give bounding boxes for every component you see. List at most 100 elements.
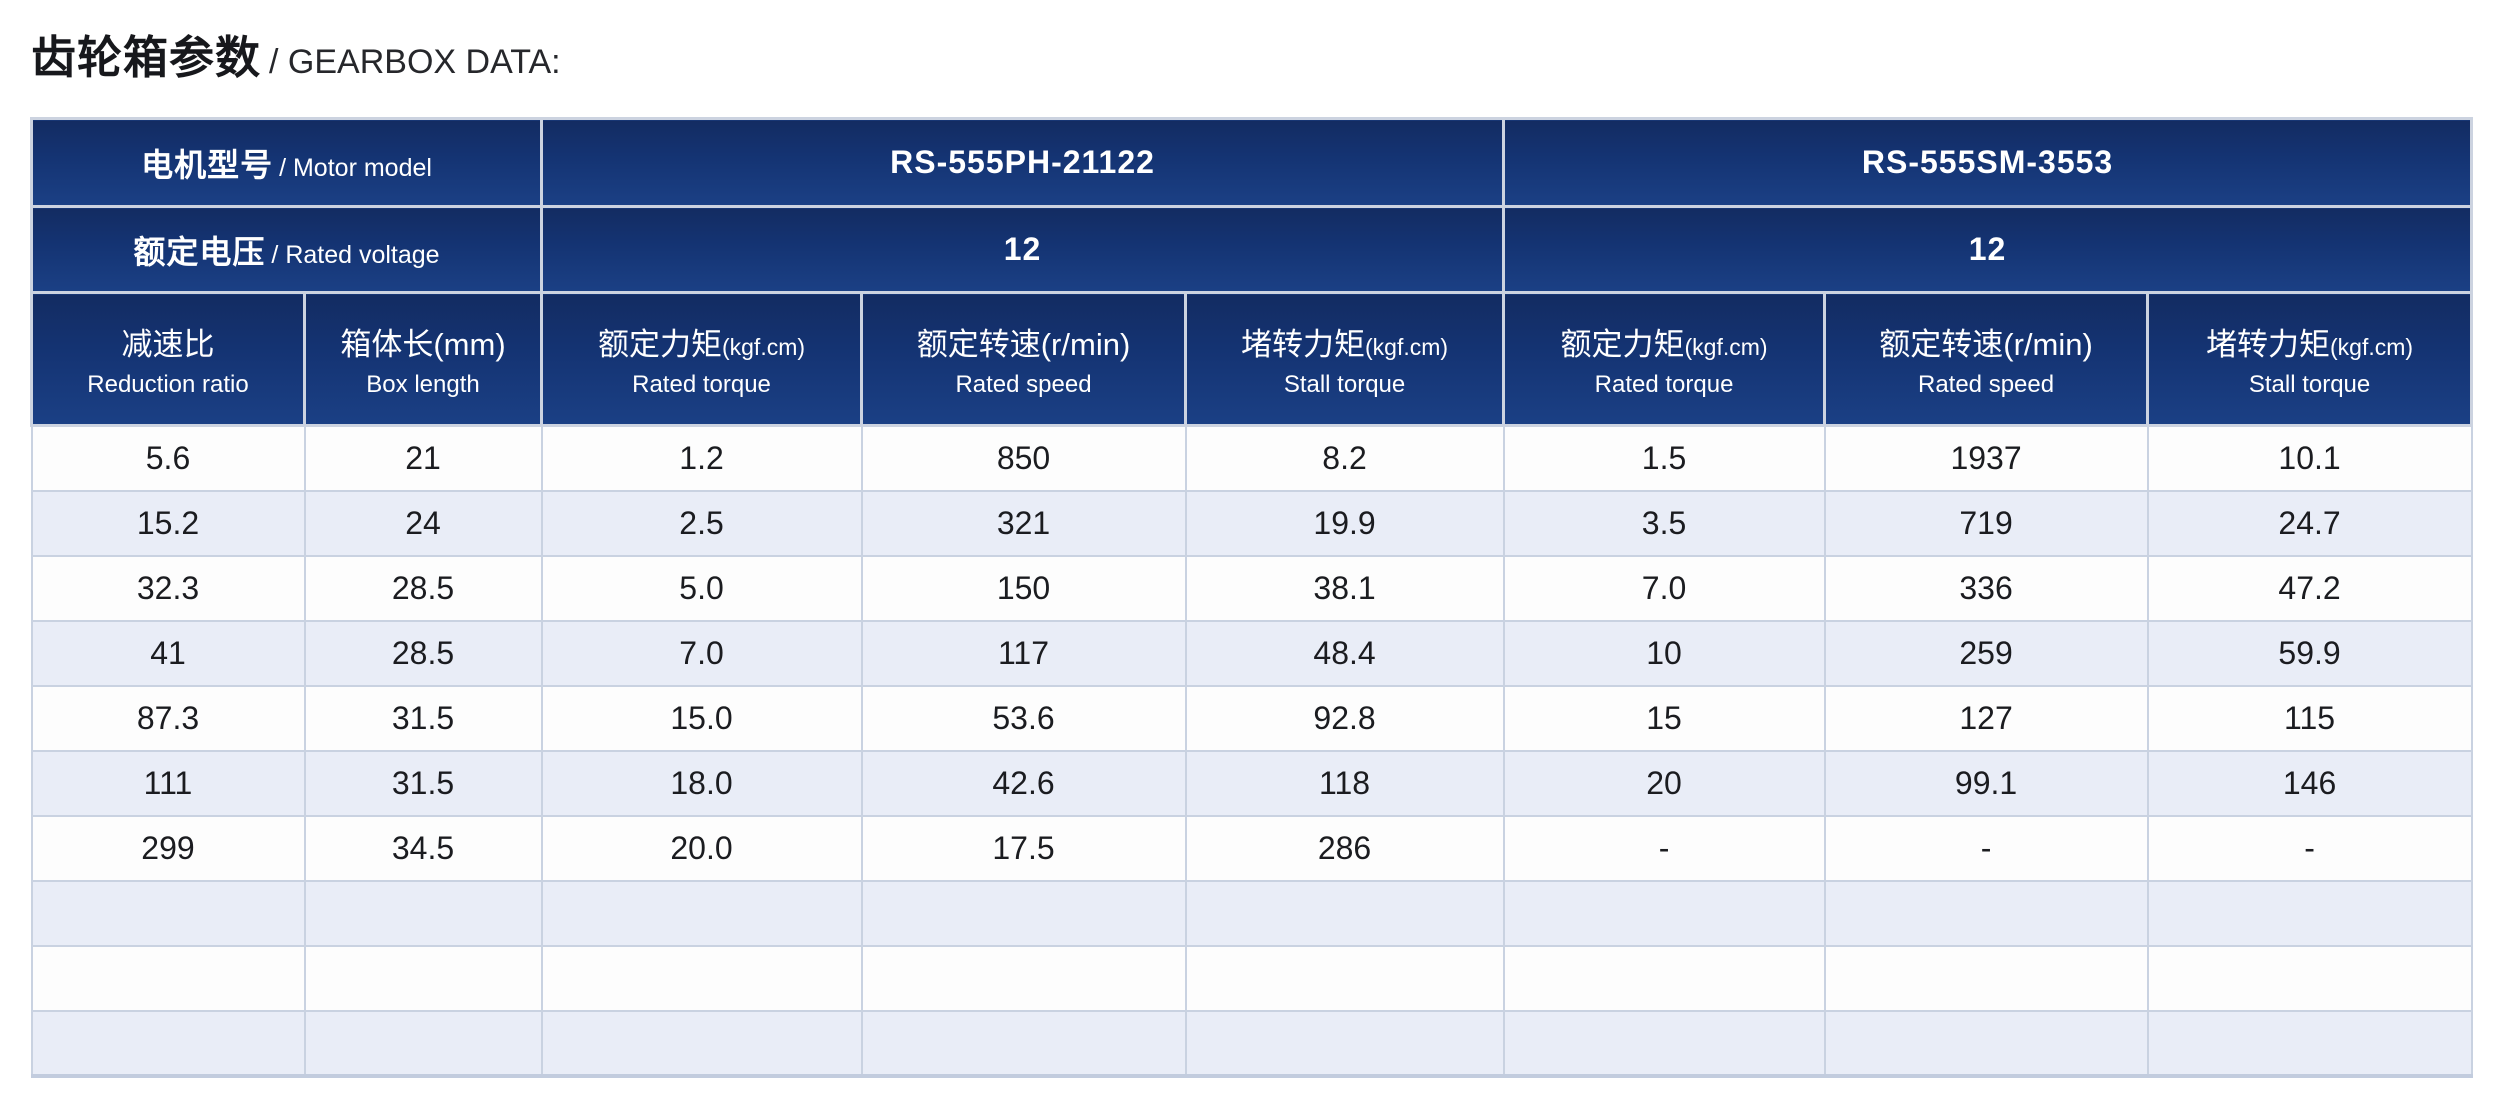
- table-cell: [1823, 944, 2149, 1012]
- table-cell: 299: [30, 814, 306, 882]
- table-cell: [2146, 879, 2473, 947]
- table-cell: 118: [1184, 749, 1505, 817]
- column-cn: 额定力矩: [597, 327, 722, 362]
- table-cell: [540, 879, 863, 947]
- table-cell: [1184, 879, 1505, 947]
- table-cell: [1184, 944, 1505, 1012]
- column-en: Rated speed: [955, 371, 1092, 398]
- column-en: Stall torque: [2248, 371, 2371, 398]
- table-cell: -: [1823, 814, 2149, 882]
- table-cell: 42.6: [860, 749, 1187, 817]
- table-cell: 59.9: [2146, 619, 2473, 687]
- table-cell: [1184, 1009, 1505, 1078]
- table-cell: 15.2: [30, 489, 306, 557]
- table-cell: 53.6: [860, 684, 1187, 752]
- table-cell: 21: [303, 424, 543, 492]
- page-title: 齿轮箱参数 / GEARBOX DATA:: [31, 21, 561, 86]
- table-cell: 15: [1502, 684, 1826, 752]
- table-row: 87.3 31.5 15.0 53.6 92.8 15 127 115: [30, 684, 2473, 752]
- table-cell: 321: [860, 489, 1187, 557]
- table-row: 299 34.5 20.0 17.5 286 - - -: [30, 814, 2473, 882]
- table-body: 5.6 21 1.2 850 8.2 1.5 1937 10.1 15.2 24…: [30, 424, 2473, 1078]
- table-cell: 150: [860, 554, 1187, 622]
- column-header-rated-torque-2: 额定力矩(kgf.cm) Rated torque: [1502, 291, 1827, 427]
- column-unit: (kgf.cm): [721, 334, 806, 360]
- motor-model-label: 电机型号 / Motor model: [29, 117, 544, 208]
- page-title-cn: 齿轮箱参数: [31, 32, 262, 83]
- column-header-box-length: 箱体长(mm) Box length: [302, 291, 544, 427]
- column-unit: (kgf.cm): [1365, 334, 1449, 360]
- table-cell: [2146, 944, 2473, 1012]
- column-en: Rated torque: [632, 371, 771, 398]
- table-cell: 28.5: [303, 554, 543, 622]
- table-cell: 259: [1823, 619, 2149, 687]
- table-row: 15.2 24 2.5 321 19.9 3.5 719 24.7: [30, 489, 2473, 557]
- table-cell: 38.1: [1184, 554, 1505, 622]
- rated-voltage-row: 额定电压 / Rated voltage 12 12: [29, 205, 2474, 294]
- table-cell: 5.0: [540, 554, 863, 622]
- table-cell: 20.0: [540, 814, 863, 882]
- table-row: 41 28.5 7.0 117 48.4 10 259 59.9: [30, 619, 2473, 687]
- table-cell: 17.5: [860, 814, 1187, 882]
- table-cell: [1502, 1009, 1826, 1078]
- table-cell: 115: [2146, 684, 2473, 752]
- table-cell: [303, 944, 543, 1012]
- table-cell: 8.2: [1184, 424, 1505, 492]
- table-header: 电机型号 / Motor model RS-555PH-21122 RS-555S…: [29, 117, 2474, 427]
- table-cell: 41: [30, 619, 306, 687]
- table-cell: 48.4: [1184, 619, 1505, 687]
- column-cn: 减速比: [121, 327, 215, 362]
- rated-voltage-label-cn: 额定电压: [133, 233, 266, 270]
- motor-model-value-1: RS-555PH-21122: [540, 117, 1506, 208]
- table-row: 5.6 21 1.2 850 8.2 1.5 1937 10.1: [30, 424, 2473, 492]
- table-cell: [860, 944, 1187, 1012]
- motor-model-label-cn: 电机型号: [141, 146, 274, 183]
- column-header-stall-torque-1: 堵转力矩(kgf.cm) Stall torque: [1184, 291, 1506, 427]
- table-cell: 47.2: [2146, 554, 2473, 622]
- table-cell: -: [1502, 814, 1826, 882]
- table-cell: 19.9: [1184, 489, 1505, 557]
- motor-model-row: 电机型号 / Motor model RS-555PH-21122 RS-555S…: [29, 117, 2474, 208]
- table-cell: 7.0: [1502, 554, 1826, 622]
- table-cell: 31.5: [303, 749, 543, 817]
- table-cell: [540, 1009, 863, 1078]
- motor-model-value-2: RS-555SM-3553: [1502, 117, 2474, 208]
- table-cell: 3.5: [1502, 489, 1826, 557]
- table-row: [30, 879, 2473, 947]
- table-cell: [303, 1009, 543, 1078]
- column-unit: (kgf.cm): [1684, 334, 1768, 360]
- table-cell: 146: [2146, 749, 2473, 817]
- column-header-rated-speed-2: 额定转速(r/min) Rated speed: [1823, 291, 2150, 427]
- column-en: Reduction ratio: [87, 371, 249, 398]
- table-cell: 850: [860, 424, 1187, 492]
- column-en: Box length: [366, 371, 480, 398]
- table-cell: 7.0: [540, 619, 863, 687]
- column-cn: 额定转速(r/min): [916, 327, 1131, 362]
- table-cell: [860, 1009, 1187, 1078]
- table-cell: 1937: [1823, 424, 2149, 492]
- table-cell: [1502, 944, 1826, 1012]
- table-cell: 99.1: [1823, 749, 2149, 817]
- gearbox-data-table: 电机型号 / Motor model RS-555PH-21122 RS-555S…: [29, 117, 2474, 1078]
- table-cell: [1502, 879, 1826, 947]
- page-title-en: / GEARBOX DATA:: [269, 43, 561, 81]
- table-cell: 127: [1823, 684, 2149, 752]
- table-cell: [30, 879, 306, 947]
- table-cell: [30, 944, 306, 1012]
- rated-voltage-label: 额定电压 / Rated voltage: [29, 205, 544, 294]
- table-cell: 719: [1823, 489, 2149, 557]
- rated-voltage-value-2: 12: [1502, 205, 2474, 294]
- table-cell: 111: [30, 749, 306, 817]
- table-cell: 5.6: [30, 424, 306, 492]
- table-cell: [30, 1009, 306, 1078]
- table-cell: [2146, 1009, 2473, 1078]
- column-en: Rated speed: [1917, 371, 2055, 398]
- table-cell: 1.5: [1502, 424, 1826, 492]
- table-cell: 2.5: [540, 489, 863, 557]
- table-cell: 10: [1502, 619, 1826, 687]
- table-cell: [540, 944, 863, 1012]
- table-cell: 20: [1502, 749, 1826, 817]
- column-cn: 额定转速(r/min): [1879, 327, 2093, 362]
- table-row: 111 31.5 18.0 42.6 118 20 99.1 146: [30, 749, 2473, 817]
- column-header-row: 减速比 Reduction ratio 箱体长(mm) Box length 额…: [30, 291, 2474, 427]
